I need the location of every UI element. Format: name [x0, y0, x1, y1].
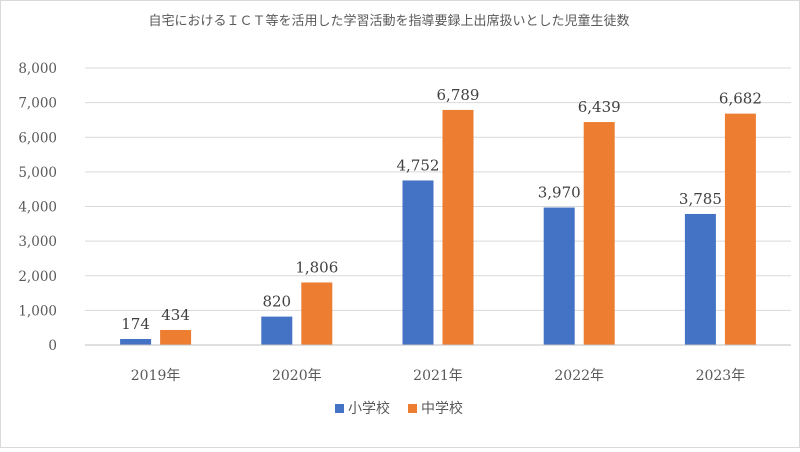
data-label: 6,682 [719, 90, 762, 108]
gridlines [85, 67, 791, 311]
y-tick-label: 8,000 [18, 61, 57, 77]
bar-elementary-2019年 [120, 338, 152, 345]
x-tick-label: 2019年 [131, 368, 181, 384]
bar-junior-high-2020年 [301, 282, 333, 345]
x-tick-label: 2021年 [413, 368, 463, 384]
legend-swatch [335, 404, 344, 413]
y-axis-ticks: 0 1,000 2,000 3,000 4,000 5,000 6,000 7,000 8,00… [18, 61, 57, 354]
data-label: 1,806 [295, 258, 338, 276]
bar-junior-high-2023年 [724, 113, 756, 346]
data-label: 6,439 [578, 98, 621, 116]
legend-label: 小学校 [348, 400, 390, 417]
bar-junior-high-2019年 [160, 329, 192, 345]
bar-junior-high-2022年 [583, 122, 615, 345]
chart-title: 自宅におけるＩＣＴ等を活用した学習活動を指導要録上出席扱いとした児童生徒数 [148, 13, 629, 29]
x-axis-ticks: 2019年 2020年 2021年 2022年 2023年 [131, 368, 745, 384]
data-label: 3,785 [679, 190, 722, 208]
y-tick-label: 1,000 [18, 303, 57, 319]
bar-elementary-2021年 [402, 180, 434, 345]
y-tick-label: 6,000 [18, 130, 57, 146]
y-tick-label: 7,000 [18, 96, 57, 112]
data-label: 434 [161, 306, 190, 324]
data-label: 820 [262, 293, 291, 311]
bar-junior-high-2021年 [442, 109, 474, 345]
bar-elementary-2023年 [684, 213, 716, 345]
x-tick-label: 2023年 [696, 368, 746, 384]
data-label: 174 [121, 315, 150, 333]
y-tick-label: 4,000 [18, 200, 57, 216]
bars [120, 109, 756, 346]
data-label: 4,752 [397, 156, 440, 174]
y-tick-label: 3,000 [18, 234, 57, 250]
legend-label: 中学校 [421, 400, 463, 417]
legend: 小学校 中学校 [335, 400, 463, 417]
legend-swatch [408, 404, 417, 413]
bar-elementary-2022年 [543, 207, 575, 345]
y-tick-label: 2,000 [18, 269, 57, 285]
data-label: 6,789 [437, 86, 480, 104]
bar-elementary-2020年 [261, 316, 293, 345]
y-tick-label: 0 [48, 338, 57, 354]
x-tick-label: 2022年 [554, 368, 604, 384]
y-tick-label: 5,000 [18, 165, 57, 181]
x-tick-label: 2020年 [272, 368, 322, 384]
data-label: 3,970 [538, 184, 581, 202]
